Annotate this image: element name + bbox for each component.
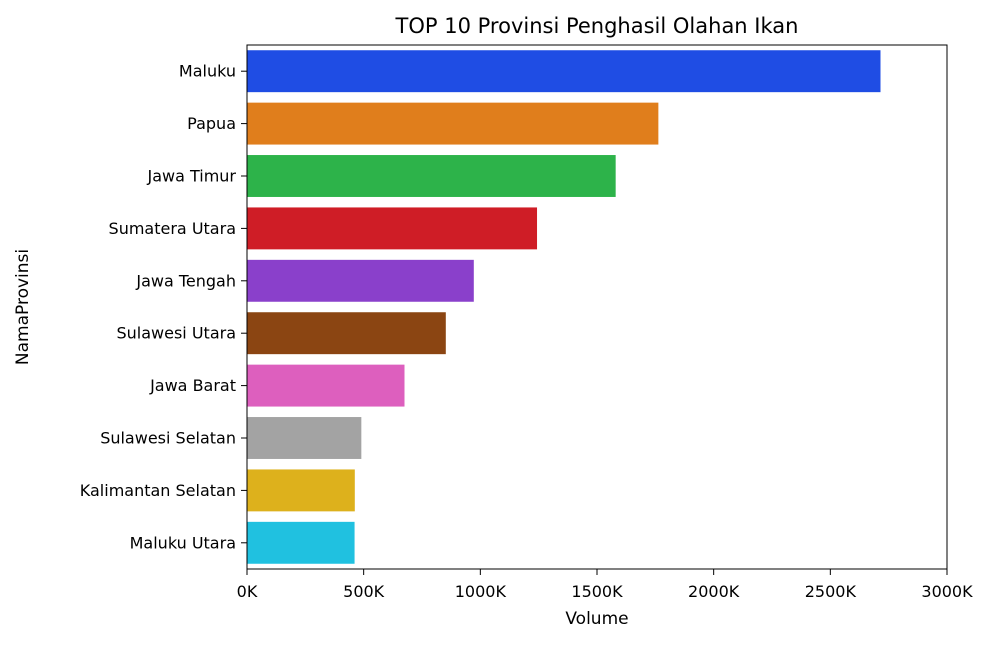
chart-title: TOP 10 Provinsi Penghasil Olahan Ikan	[395, 14, 799, 38]
bar	[247, 417, 362, 459]
bar	[247, 364, 405, 407]
y-tick-label: Jawa Tengah	[135, 271, 236, 290]
y-tick-label: Papua	[187, 114, 236, 133]
bar	[247, 312, 446, 355]
y-tick-label: Sulawesi Selatan	[100, 429, 236, 448]
y-axis-label: NamaProvinsi	[13, 249, 33, 365]
bar	[247, 207, 538, 250]
y-tick-label: Sulawesi Utara	[116, 324, 236, 343]
y-tick-label: Sumatera Utara	[109, 219, 236, 238]
x-tick-label: 3000K	[921, 582, 973, 601]
bar	[247, 50, 881, 93]
y-axis-ticks: Maluku Papua Jawa Timur Sumatera Utara Jawa …	[80, 62, 247, 552]
bars-layer	[247, 50, 881, 564]
plot-frame	[246, 44, 948, 570]
x-tick-label: 2500K	[805, 582, 857, 601]
bar	[247, 469, 355, 512]
x-tick-label: 500K	[343, 582, 385, 601]
x-tick-label: 0K	[237, 582, 258, 601]
x-axis-ticks: 0K 500K 1000K 1500K 2000K 2500K 3000K	[237, 569, 973, 601]
x-tick-label: 1500K	[571, 582, 623, 601]
y-tick-label: Maluku	[179, 62, 236, 81]
x-tick-label: 2000K	[688, 582, 740, 601]
bar	[247, 259, 474, 302]
x-tick-label: 1000K	[455, 582, 507, 601]
y-tick-label: Jawa Barat	[149, 376, 236, 395]
y-tick-label: Jawa Timur	[146, 167, 236, 186]
bar	[247, 521, 355, 564]
bar	[247, 155, 616, 197]
y-tick-label: Kalimantan Selatan	[80, 481, 236, 500]
bar	[247, 102, 659, 145]
x-axis-label: Volume	[565, 609, 628, 629]
y-tick-label: Maluku Utara	[130, 533, 236, 552]
